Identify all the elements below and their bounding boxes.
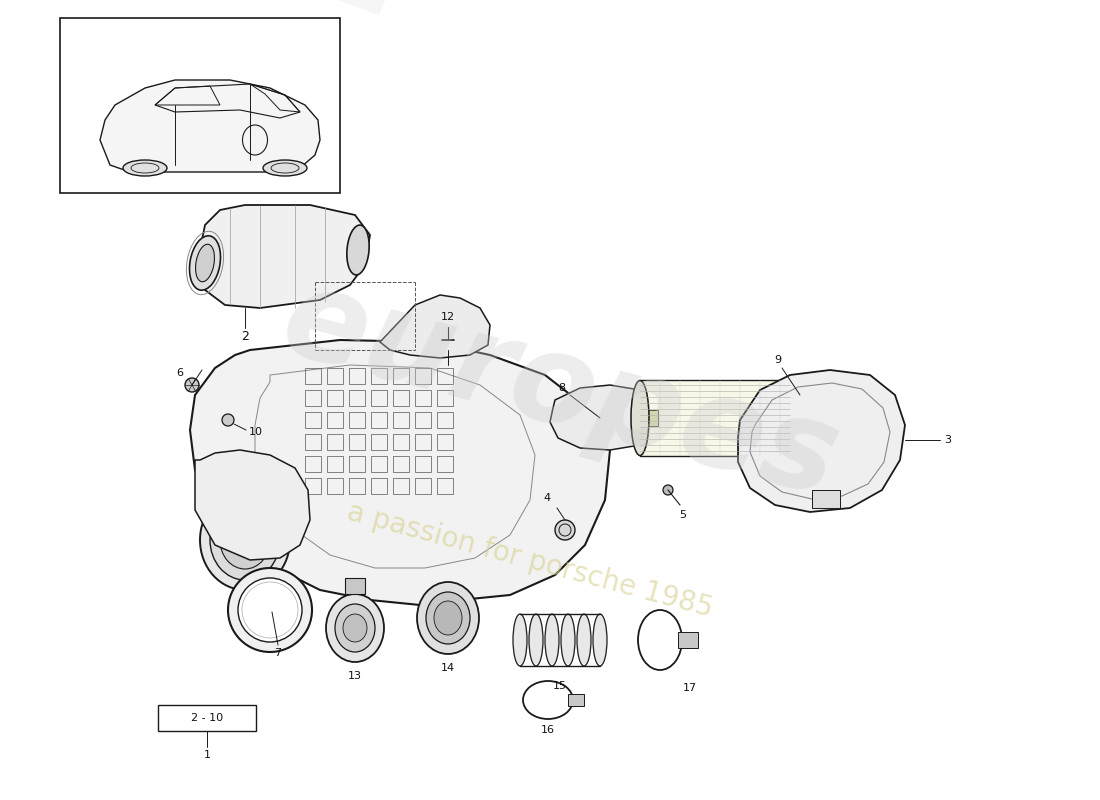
Text: a passion for porsche 1985: a passion for porsche 1985: [344, 498, 716, 622]
Polygon shape: [379, 295, 490, 358]
Polygon shape: [345, 578, 365, 594]
Polygon shape: [808, 386, 822, 397]
Circle shape: [228, 568, 312, 652]
Text: 3: 3: [945, 435, 952, 445]
Ellipse shape: [326, 594, 384, 662]
Polygon shape: [640, 410, 658, 426]
Text: 8: 8: [559, 383, 565, 393]
Text: 15: 15: [553, 681, 566, 691]
Text: 17: 17: [683, 683, 697, 693]
Ellipse shape: [123, 160, 167, 176]
Polygon shape: [195, 450, 310, 560]
Polygon shape: [640, 380, 790, 456]
Ellipse shape: [210, 500, 280, 580]
Ellipse shape: [631, 381, 649, 455]
Text: 1: 1: [204, 750, 210, 760]
Text: 2 - 10: 2 - 10: [191, 713, 223, 723]
Circle shape: [556, 520, 575, 540]
Ellipse shape: [220, 511, 270, 569]
Polygon shape: [738, 370, 905, 512]
Ellipse shape: [336, 604, 375, 652]
Text: 7: 7: [274, 648, 282, 658]
Ellipse shape: [529, 614, 543, 666]
Ellipse shape: [200, 490, 290, 590]
Text: 13: 13: [348, 671, 362, 681]
Circle shape: [222, 414, 234, 426]
Ellipse shape: [417, 582, 478, 654]
Ellipse shape: [578, 614, 591, 666]
Text: 2: 2: [241, 330, 249, 343]
Polygon shape: [568, 694, 584, 706]
Ellipse shape: [781, 381, 799, 455]
Polygon shape: [812, 490, 840, 508]
Text: 12: 12: [441, 312, 455, 322]
Polygon shape: [190, 340, 610, 605]
FancyBboxPatch shape: [158, 705, 256, 731]
Polygon shape: [198, 205, 370, 308]
Text: 10: 10: [249, 427, 263, 437]
Ellipse shape: [593, 614, 607, 666]
Ellipse shape: [346, 225, 370, 275]
Ellipse shape: [343, 614, 367, 642]
Text: 14: 14: [441, 663, 455, 673]
Text: 6: 6: [176, 368, 184, 378]
Ellipse shape: [434, 601, 462, 635]
Polygon shape: [550, 385, 666, 450]
Circle shape: [185, 378, 199, 392]
Ellipse shape: [513, 614, 527, 666]
Circle shape: [238, 578, 302, 642]
Polygon shape: [678, 632, 698, 648]
Circle shape: [663, 485, 673, 495]
Ellipse shape: [196, 244, 214, 282]
FancyBboxPatch shape: [60, 18, 340, 193]
Ellipse shape: [263, 160, 307, 176]
Circle shape: [443, 340, 453, 350]
Text: europes: europes: [270, 258, 851, 522]
Text: 16: 16: [541, 725, 556, 735]
Ellipse shape: [426, 592, 470, 644]
Ellipse shape: [189, 236, 220, 290]
Text: 9: 9: [774, 355, 782, 365]
Ellipse shape: [561, 614, 575, 666]
Ellipse shape: [544, 614, 559, 666]
Text: 5: 5: [680, 510, 686, 520]
Polygon shape: [100, 80, 320, 172]
Text: 4: 4: [543, 493, 551, 503]
